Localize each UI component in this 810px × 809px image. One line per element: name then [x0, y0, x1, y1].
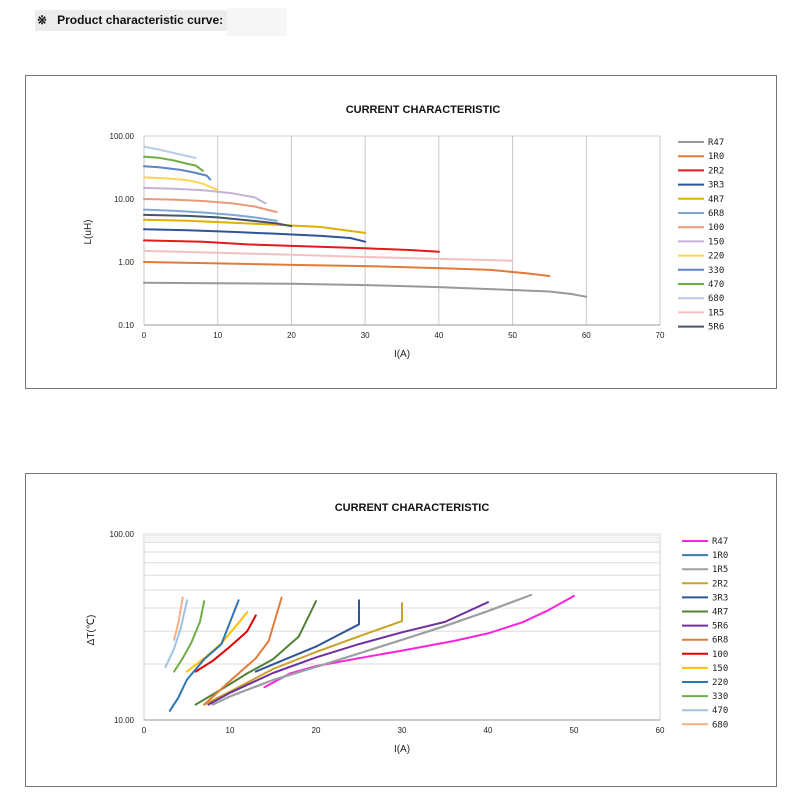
chart1-series-100 [143, 198, 278, 214]
chart2-series-470 [164, 599, 188, 668]
inductance-chart: 0 10 20 30 40 50 60 70 100.00 10.00 1.00 0.10 CURREN… [83, 104, 724, 360]
chart1-x-tick-label: 50 [508, 331, 517, 340]
chart1-series-150 [143, 186, 267, 205]
temperature-chart: 0 10 20 30 40 50 60 100.00 10.00 CURRENT CHARACTE… [86, 502, 728, 755]
chart2-legend-label: 6R8 [712, 636, 728, 646]
chart1-series-5r6 [143, 213, 293, 228]
chart1-x-tick-label: 20 [287, 331, 296, 340]
chart1-title: CURRENT CHARACTERISTIC [346, 104, 501, 116]
chart1-legend-label: 4R7 [708, 195, 724, 205]
header-bar [35, 10, 227, 31]
chart2-y-tick-label: 100.00 [110, 530, 135, 539]
chart2-legend-label: 2R2 [712, 579, 728, 589]
chart1-legend-label: 3R3 [708, 181, 724, 191]
chart1-series-6r8 [143, 208, 278, 222]
chart1-y-tick-label: 100.00 [110, 132, 135, 141]
chart2-x-tick-label: 30 [398, 726, 407, 735]
chart2-legend-label: 5R6 [712, 622, 728, 632]
chart1-series-680 [143, 145, 197, 159]
chart2-title: CURRENT CHARACTERISTIC [335, 502, 490, 514]
temperature-chart-panel: 0 10 20 30 40 50 60 100.00 10.00 CURRENT CHARACTE… [25, 473, 777, 787]
chart2-x-tick-label: 10 [226, 726, 235, 735]
chart1-legend-label: 5R6 [708, 323, 724, 333]
chart1-x-tick-label: 70 [656, 331, 665, 340]
chart2-series-3r3 [254, 599, 360, 673]
chart1-series-330 [143, 165, 212, 181]
chart1-y-axis-label: L(uH) [83, 219, 94, 244]
chart2-legend-label: 330 [712, 692, 728, 702]
chart2-series-1r5 [211, 594, 532, 706]
chart2-x-tick-label: 0 [142, 726, 147, 735]
chart2-series-150 [186, 611, 249, 673]
chart2-series-6r8 [203, 596, 283, 706]
chart1-legend-label: 1R0 [708, 152, 724, 162]
chart1-legend-label: 100 [708, 223, 724, 233]
chart1-legend-label: 680 [708, 294, 724, 304]
chart1-x-tick-label: 10 [213, 331, 222, 340]
section-title: Product characteristic curve: [57, 13, 224, 27]
inductance-chart-panel: 0 10 20 30 40 50 60 70 100.00 10.00 1.00 0.10 CURREN… [25, 75, 777, 389]
chart2-y-tick-label: 10.00 [114, 716, 135, 725]
chart2-series-5r6 [207, 601, 489, 706]
chart2-legend-label: 1R0 [712, 551, 728, 561]
chart1-legend-label: 1R5 [708, 308, 724, 318]
chart1-y-tick-label: 1.00 [118, 258, 134, 267]
chart1-x-tick-label: 30 [361, 331, 370, 340]
chart1-series-4r7 [143, 218, 367, 234]
chart1-series-470 [143, 155, 204, 172]
chart1-legend-label: 6R8 [708, 209, 724, 219]
chart2-legend-label: 1R5 [712, 565, 728, 575]
chart1-x-tick-label: 40 [434, 331, 443, 340]
chart2-series-r47 [263, 594, 575, 689]
reference-mark: ※ [37, 13, 48, 27]
chart1-legend-label: 150 [708, 237, 724, 247]
chart1-legend-label: 470 [708, 280, 724, 290]
chart2-series-220 [168, 599, 240, 712]
chart1-legend-label: 330 [708, 266, 724, 276]
chart2-y-axis-label: ΔT(℃) [86, 615, 97, 646]
chart1-x-tick-label: 60 [582, 331, 591, 340]
section-heading: ※ Product characteristic curve: [37, 13, 223, 27]
chart2-legend-label: 470 [712, 706, 728, 716]
chart1-legend-label: 220 [708, 252, 724, 262]
chart2-x-tick-label: 20 [312, 726, 321, 735]
chart2-series-330 [173, 600, 206, 673]
chart2-plot-area [143, 533, 661, 721]
chart1-series-3r3 [143, 228, 367, 243]
chart2-series-680 [173, 596, 184, 641]
chart1-x-axis-label: I(A) [394, 349, 410, 360]
chart2-series-2r2 [203, 602, 403, 706]
chart2-x-axis-label: I(A) [394, 744, 410, 755]
chart2-legend-label: 100 [712, 650, 728, 660]
chart2-x-tick-label: 40 [484, 726, 493, 735]
chart2-legend-label: 4R7 [712, 608, 728, 618]
chart2-legend-label: 3R3 [712, 593, 728, 603]
chart2-series-100 [194, 614, 257, 673]
chart1-x-tick-label: 0 [142, 331, 147, 340]
chart2-x-tick-label: 50 [570, 726, 579, 735]
chart1-series-2r2 [143, 239, 440, 253]
chart1-series-r47 [143, 281, 588, 298]
chart1-series-1r0 [143, 261, 551, 277]
chart2-legend-label: 150 [712, 664, 728, 674]
header-shadow [227, 8, 287, 36]
chart1-series-220 [143, 176, 219, 191]
chart1-y-tick-label: 0.10 [118, 321, 134, 330]
chart1-legend-label: 2R2 [708, 166, 724, 176]
chart2-x-tick-label: 60 [656, 726, 665, 735]
chart1-legend-label: R47 [708, 138, 724, 148]
chart1-y-tick-label: 10.00 [114, 195, 135, 204]
chart2-legend-label: 680 [712, 720, 728, 730]
chart2-legend-label: 220 [712, 678, 728, 688]
chart1-series-1r5 [143, 249, 514, 262]
chart2-legend-label: R47 [712, 537, 728, 547]
